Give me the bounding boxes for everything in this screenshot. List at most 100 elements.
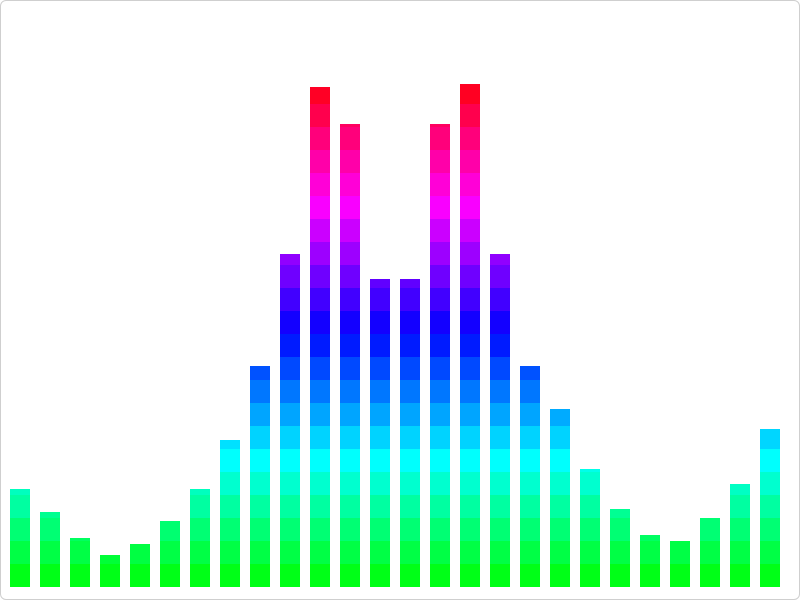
bar-segment xyxy=(250,380,270,403)
bar-segment xyxy=(460,150,480,173)
bar-segment xyxy=(430,219,450,242)
bar-segment xyxy=(310,104,330,127)
bar-segment xyxy=(610,564,630,587)
bar-segment xyxy=(430,449,450,472)
bar-segment xyxy=(370,472,390,495)
bar-segment xyxy=(280,357,300,380)
bar-segment xyxy=(460,219,480,242)
bar xyxy=(70,538,90,587)
bar xyxy=(430,124,450,587)
bar-segment xyxy=(610,541,630,564)
bar-segment xyxy=(460,104,480,127)
bar-segment xyxy=(460,127,480,150)
bar-segment xyxy=(340,564,360,587)
bar-segment xyxy=(580,495,600,518)
bar-segment xyxy=(460,541,480,564)
bar-segment xyxy=(310,150,330,173)
bar-segment xyxy=(310,449,330,472)
bar-segment xyxy=(340,219,360,242)
bar-segment xyxy=(10,518,30,541)
bar-segment xyxy=(490,426,510,449)
bar-segment xyxy=(490,254,510,265)
bar-segment xyxy=(760,541,780,564)
bar-segment xyxy=(460,311,480,334)
bar-segment xyxy=(610,509,630,518)
bar-segment xyxy=(280,380,300,403)
bar-segment xyxy=(490,403,510,426)
bar-segment xyxy=(340,265,360,288)
bar-segment xyxy=(460,426,480,449)
bar-segment xyxy=(430,495,450,518)
bar-segment xyxy=(130,544,150,564)
bar-segment xyxy=(310,311,330,334)
bar xyxy=(310,87,330,587)
bar-segment xyxy=(310,495,330,518)
bar-segment xyxy=(400,541,420,564)
bar-segment xyxy=(430,127,450,150)
bar-segment xyxy=(310,426,330,449)
bar-segment xyxy=(400,380,420,403)
bar-segment xyxy=(220,541,240,564)
bar-segment xyxy=(430,518,450,541)
bar-segment xyxy=(100,555,120,564)
bar-segment xyxy=(520,403,540,426)
bar-segment xyxy=(400,403,420,426)
bar-segment xyxy=(220,564,240,587)
bar-segment xyxy=(460,472,480,495)
bar-segment xyxy=(10,495,30,518)
bar-segment xyxy=(280,254,300,265)
bar-segment xyxy=(550,495,570,518)
bar-segment xyxy=(430,196,450,219)
bar-segment xyxy=(460,380,480,403)
bar-segment xyxy=(370,449,390,472)
bar-segment xyxy=(520,541,540,564)
bar-segment xyxy=(460,173,480,196)
bar-segment xyxy=(730,495,750,518)
bar-segment xyxy=(400,288,420,311)
bar-segment xyxy=(370,495,390,518)
bar-segment xyxy=(280,564,300,587)
bar-segment xyxy=(160,541,180,564)
bar xyxy=(520,366,540,587)
bar-segment xyxy=(700,564,720,587)
bar-segment xyxy=(430,403,450,426)
bar-segment xyxy=(340,334,360,357)
bar-segment xyxy=(280,541,300,564)
bar-segment xyxy=(400,357,420,380)
bar-segment xyxy=(400,311,420,334)
bar-segment xyxy=(460,564,480,587)
bar-segment xyxy=(700,518,720,541)
bar-segment xyxy=(460,265,480,288)
bar xyxy=(580,469,600,587)
bar-segment xyxy=(430,311,450,334)
bar-segment xyxy=(340,311,360,334)
bar-segment xyxy=(460,518,480,541)
bar xyxy=(100,555,120,587)
bar-segment xyxy=(460,196,480,219)
bar-segment xyxy=(310,541,330,564)
bar-segment xyxy=(370,564,390,587)
bar-segment xyxy=(310,403,330,426)
bar-segment xyxy=(40,564,60,587)
bar-segment xyxy=(430,173,450,196)
bar xyxy=(490,254,510,587)
bar-segment xyxy=(40,518,60,541)
bar-segment xyxy=(190,518,210,541)
bar-segment xyxy=(310,518,330,541)
bar-segment xyxy=(580,469,600,472)
bar-segment xyxy=(670,541,690,564)
bar-segment xyxy=(280,495,300,518)
bar-segment xyxy=(310,219,330,242)
bar-segment xyxy=(310,242,330,265)
bar-segment xyxy=(220,518,240,541)
bar-segment xyxy=(340,242,360,265)
bar-segment xyxy=(760,495,780,518)
bar-segment xyxy=(370,334,390,357)
bar-segment xyxy=(460,357,480,380)
bar xyxy=(670,541,690,587)
bar xyxy=(220,440,240,587)
bar-segment xyxy=(760,472,780,495)
bar-segment xyxy=(430,334,450,357)
bar-segment xyxy=(70,541,90,564)
bar-segment xyxy=(490,288,510,311)
